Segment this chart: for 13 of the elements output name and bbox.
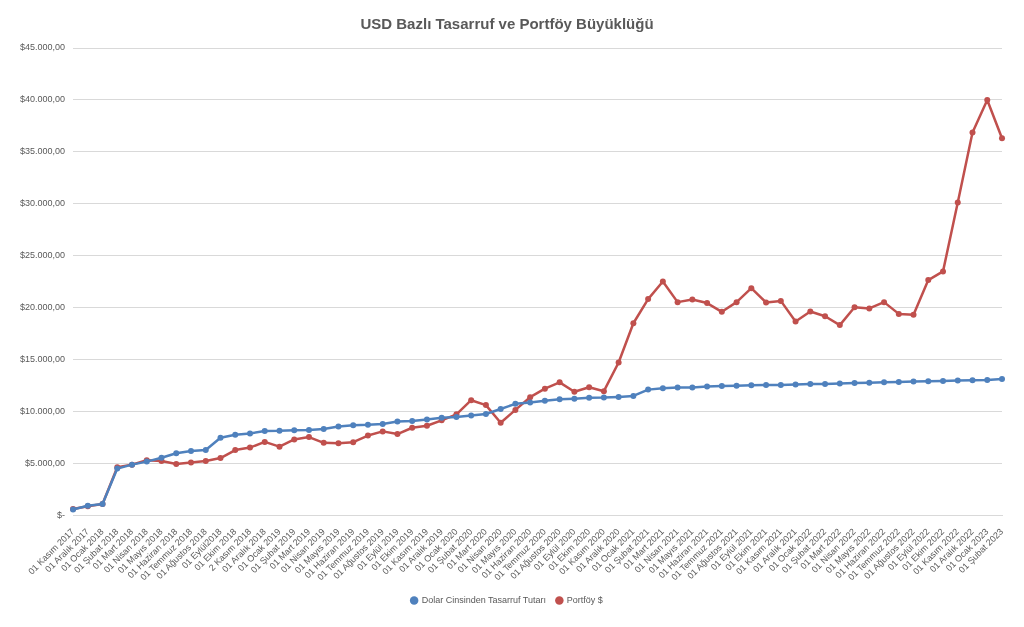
chart-title: USD Bazlı Tasarruf ve Portföy Büyüklüğü [360,15,654,33]
y-tick-label: $25.000,00 [20,250,66,261]
y-tick-label: $35.000,00 [20,146,66,157]
y-tick-label: $45.000,00 [20,42,66,53]
legend-label: Dolar Cinsinden Tasarruf Tutarı [421,594,547,605]
y-tick-label: $20.000,00 [20,302,66,313]
y-tick-label: $10.000,00 [20,406,66,417]
y-tick-label: $5.000,00 [25,458,66,469]
y-tick-label: $40.000,00 [20,94,66,105]
y-tick-label: $- [57,510,66,521]
y-tick-label: $15.000,00 [20,354,66,365]
y-tick-label: $30.000,00 [20,198,66,209]
legend-label: Portföy $ [566,594,603,605]
